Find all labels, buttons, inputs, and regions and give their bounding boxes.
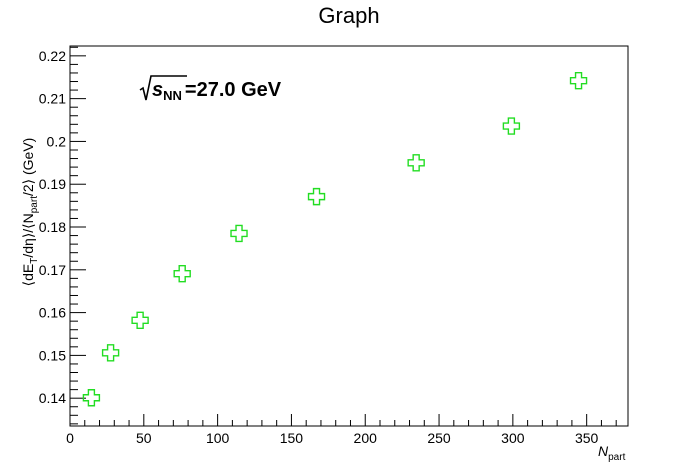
x-tick-label: 200	[354, 430, 378, 446]
data-point	[82, 389, 101, 407]
y-tick-label: 0.19	[39, 176, 66, 192]
data-point	[407, 154, 425, 172]
y-tick-label: 0.17	[39, 262, 66, 278]
x-tick-label: 100	[206, 430, 230, 446]
data-point	[307, 187, 326, 206]
data-point	[502, 117, 521, 135]
x-tick-label: 0	[66, 430, 74, 446]
data-point	[569, 71, 588, 90]
y-tick-label: 0.14	[39, 390, 66, 406]
y-tick-label: 0.18	[39, 219, 66, 235]
data-series	[82, 71, 588, 407]
y-tick-label: 0.22	[39, 48, 66, 64]
y-axis-label: ⟨dET/dη⟩/⟨Npart/2⟩ (GeV)	[20, 138, 40, 287]
y-axis: 0.14 0.15 0.16 0.17 0.18 0.19 0.2 0.21 0.22	[39, 46, 86, 425]
data-point	[173, 264, 191, 283]
y-tick-label: 0.15	[39, 347, 66, 363]
plot-frame	[69, 45, 629, 427]
x-tick-label: 250	[427, 430, 451, 446]
x-axis: 0 50 100 150 200 250 300 350	[66, 414, 617, 446]
y-tick-label: 0.2	[47, 133, 67, 149]
y-tick-label: 0.21	[39, 91, 66, 107]
x-axis-label: Npart	[598, 443, 626, 463]
x-tick-label: 350	[575, 430, 599, 446]
energy-annotation: sNN =27.0 GeV	[139, 75, 282, 103]
sqrt-sign-icon	[139, 75, 187, 101]
data-point	[131, 311, 149, 330]
x-tick-label: 300	[501, 430, 525, 446]
y-tick-label: 0.16	[39, 305, 66, 321]
data-point	[101, 344, 120, 362]
svg-text:sNN=27.0 GeV: sNN =27.0 GeV	[152, 79, 282, 103]
x-tick-label: 50	[136, 430, 152, 446]
x-tick-label: 150	[280, 430, 304, 446]
data-point	[230, 224, 248, 243]
chart-title: Graph	[318, 3, 379, 28]
